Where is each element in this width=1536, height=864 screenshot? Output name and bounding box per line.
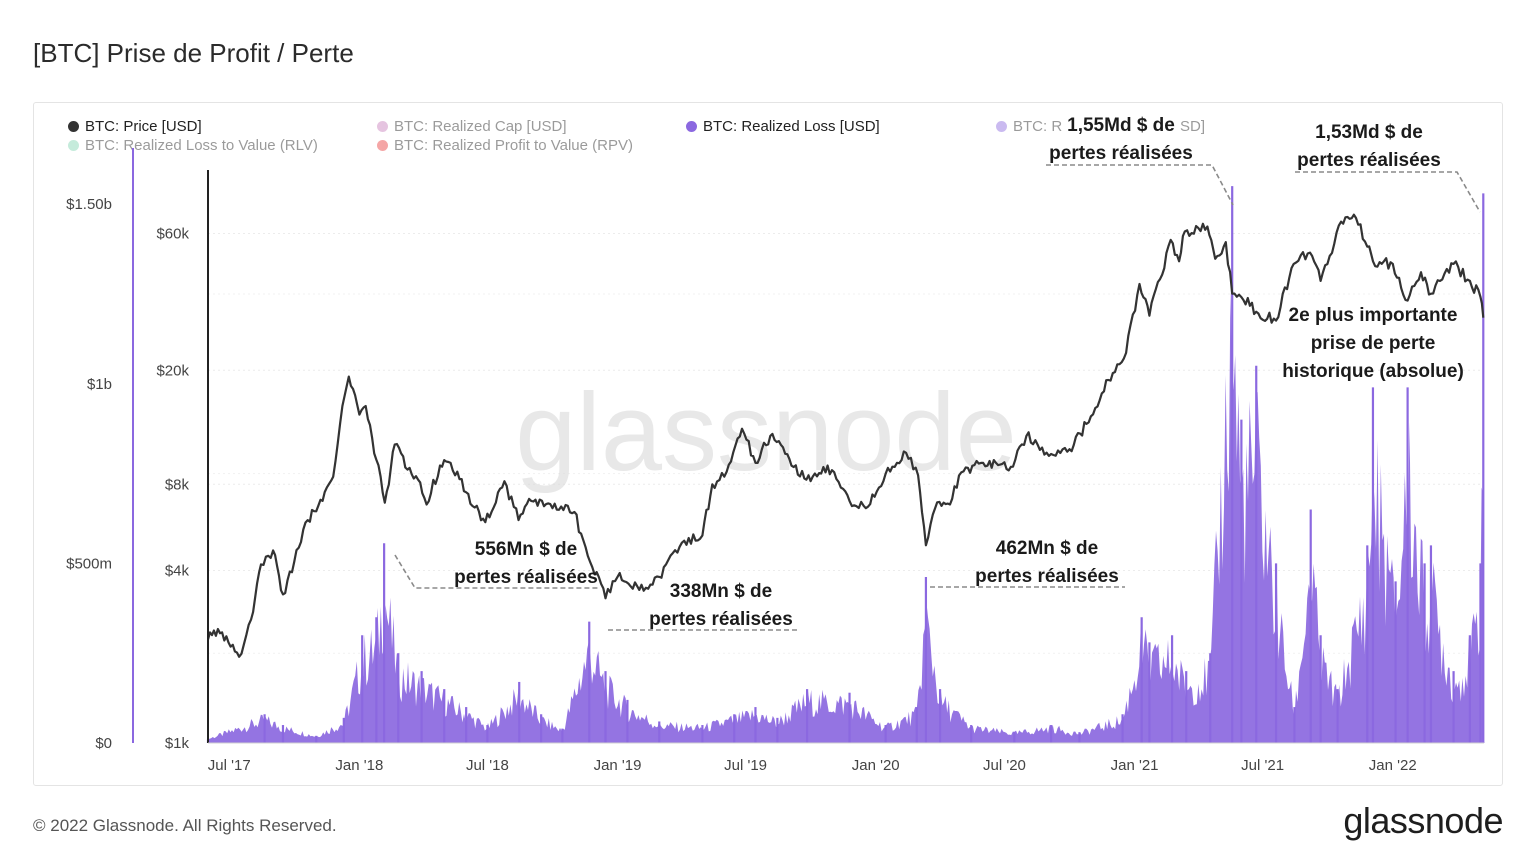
- legend-item-price[interactable]: BTC: Price [USD]: [68, 118, 202, 135]
- x-tick-label: Jan '20: [852, 757, 900, 774]
- legend-item-partial-tail: SD]: [1180, 118, 1205, 135]
- legend-dot: [996, 121, 1007, 132]
- loss-tick-label: $0: [95, 735, 112, 752]
- legend-label: BTC: Realized Profit to Value (RPV): [394, 137, 633, 154]
- price-tick-label: $1k: [165, 735, 190, 752]
- x-tick-label: Jul '17: [208, 757, 251, 774]
- legend-dot: [68, 121, 79, 132]
- price-tick-label: $4k: [165, 563, 190, 580]
- annotation: 2e plus importante prise de perte historiq…: [1282, 305, 1464, 382]
- x-tick-label: Jul '20: [983, 757, 1026, 774]
- legend-dot: [68, 140, 79, 151]
- legend-label: BTC: Realized Loss to Value (RLV): [85, 137, 318, 154]
- legend-dot: [377, 140, 388, 151]
- legend-item-partial[interactable]: BTC: R: [996, 118, 1062, 135]
- legend-label: BTC: Price [USD]: [85, 118, 202, 135]
- page-title: [BTC] Prise de Profit / Perte: [33, 38, 354, 68]
- legend-label: BTC: Realized Loss [USD]: [703, 118, 880, 135]
- price-tick-label: $20k: [156, 362, 189, 379]
- legend-item-realized-cap[interactable]: BTC: Realized Cap [USD]: [377, 118, 567, 135]
- x-tick-label: Jan '18: [335, 757, 383, 774]
- annotation-leader: [1295, 171, 1481, 213]
- loss-tick-label: $1.50b: [66, 196, 112, 213]
- watermark: glassnode: [515, 371, 1017, 494]
- realized-loss-area-fill: [208, 289, 1484, 743]
- annotation: 556Mn $ de pertes réalisées: [394, 539, 598, 589]
- legend-item-rpv[interactable]: BTC: Realized Profit to Value (RPV): [377, 137, 633, 154]
- annotation-leader: [394, 554, 598, 589]
- annotation-text: pertes réalisées: [454, 567, 598, 588]
- price-tick-label: $60k: [156, 226, 189, 243]
- annotation-text: 1,55Md $ de: [1067, 115, 1175, 136]
- price-line: [206, 213, 1485, 658]
- legend-label: SD]: [1180, 118, 1206, 135]
- annotations: 556Mn $ de pertes réalisées 338Mn $ de pert…: [394, 115, 1481, 631]
- x-tick-label: Jan '22: [1369, 757, 1417, 774]
- x-tick-label: Jul '19: [724, 757, 767, 774]
- chart-frame: [33, 102, 1503, 786]
- annotation: 338Mn $ de pertes réalisées: [608, 581, 800, 631]
- x-tick-label: Jul '18: [466, 757, 509, 774]
- annotation-text: 1,53Md $ de: [1315, 122, 1423, 143]
- annotation-text: 338Mn $ de: [670, 581, 772, 602]
- legend-dot: [377, 121, 388, 132]
- x-tick-label: Jul '21: [1241, 757, 1284, 774]
- annotation-text: pertes réalisées: [649, 609, 793, 630]
- x-tick-label: Jan '21: [1111, 757, 1159, 774]
- tick-labels: $60k $20k $8k $4k $1k $1.50b $1b $500m $0 Jul '17…: [66, 196, 1417, 774]
- footer-copyright: © 2022 Glassnode. All Rights Reserved.: [33, 816, 337, 835]
- annotation: 1,55Md $ de pertes réalisées: [1046, 115, 1234, 206]
- axes: [132, 148, 1484, 744]
- legend-item-rlv[interactable]: BTC: Realized Loss to Value (RLV): [68, 137, 318, 154]
- legend-dot: [686, 121, 697, 132]
- annotation-leader: [1046, 164, 1234, 206]
- annotation-text: prise de perte: [1311, 333, 1436, 354]
- annotation-text: pertes réalisées: [975, 566, 1119, 587]
- annotation-text: 2e plus importante: [1289, 305, 1458, 326]
- annotation-text: historique (absolue): [1282, 361, 1464, 382]
- loss-tick-label: $500m: [66, 555, 112, 572]
- legend-item-realized-loss[interactable]: BTC: Realized Loss [USD]: [686, 118, 880, 135]
- annotation-text: pertes réalisées: [1297, 150, 1441, 171]
- price-tick-label: $8k: [165, 476, 190, 493]
- annotation-text: 556Mn $ de: [475, 539, 577, 560]
- annotation: 1,53Md $ de pertes réalisées: [1295, 122, 1481, 213]
- x-tick-label: Jan '19: [594, 757, 642, 774]
- glassnode-logo[interactable]: glassnode: [1343, 800, 1503, 841]
- realized-loss-area: [206, 186, 1485, 743]
- legend-label: BTC: Realized Cap [USD]: [394, 118, 567, 135]
- legend-label: BTC: R: [1013, 118, 1063, 135]
- price-series: [206, 213, 1485, 658]
- annotation-text: pertes réalisées: [1049, 143, 1193, 164]
- annotation-text: 462Mn $ de: [996, 538, 1098, 559]
- loss-tick-label: $1b: [87, 376, 112, 393]
- annotation: 462Mn $ de pertes réalisées: [930, 538, 1125, 588]
